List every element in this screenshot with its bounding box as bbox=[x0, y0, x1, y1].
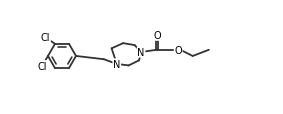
Text: Cl: Cl bbox=[38, 61, 47, 71]
Text: O: O bbox=[174, 45, 182, 55]
Text: N: N bbox=[113, 59, 121, 69]
Text: O: O bbox=[153, 31, 161, 41]
Text: N: N bbox=[138, 48, 145, 57]
Text: Cl: Cl bbox=[41, 32, 50, 42]
